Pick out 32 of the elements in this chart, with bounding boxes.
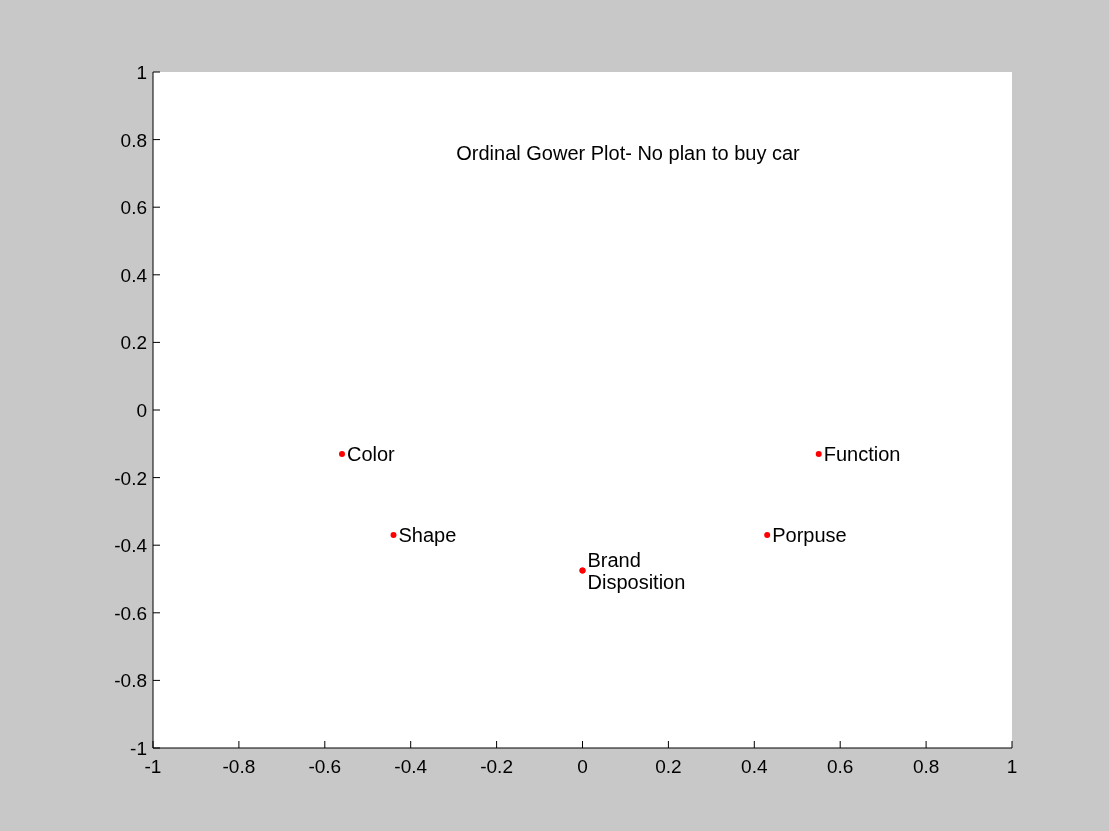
y-tick-label: 0.6 — [120, 197, 147, 219]
y-tick-label: -0.8 — [114, 670, 147, 692]
annotation: Disposition — [587, 570, 686, 593]
y-tick-label: -1 — [130, 738, 147, 759]
x-tick-label: -0.6 — [308, 756, 342, 777]
x-tick-label: 0.4 — [741, 756, 768, 777]
point — [764, 532, 771, 539]
y-tick-label: 1 — [136, 62, 147, 83]
y-tick-label: -0.4 — [114, 535, 148, 557]
y-tick-label: 0.2 — [120, 332, 147, 354]
annotation: Color — [346, 442, 396, 465]
y-tick-label: 0 — [136, 400, 147, 421]
x-tick-label: 0 — [577, 756, 588, 777]
annotation: Shape — [398, 524, 457, 547]
x-tick-label: -0.8 — [222, 756, 256, 777]
point — [338, 450, 345, 457]
point — [390, 532, 397, 539]
y-tick-label: 0.8 — [120, 129, 147, 151]
x-tick-label: 0.2 — [655, 756, 682, 777]
annotation: Function — [823, 442, 901, 465]
x-tick-label: -0.2 — [480, 756, 513, 777]
x-tick-label: -0.4 — [394, 756, 428, 777]
x-tick-label: 0.6 — [826, 756, 854, 777]
y-tick-label: 0.4 — [120, 264, 148, 286]
y-tick-label: -0.2 — [114, 467, 147, 489]
y-tick-label: -0.6 — [114, 602, 147, 624]
x-tick-label: 1 — [1006, 756, 1018, 777]
annotation: Porpuse — [772, 524, 847, 547]
x-tick-label: 0.8 — [912, 756, 940, 777]
annotation: Brand — [587, 548, 641, 571]
point — [815, 450, 822, 457]
text: Ordinal Gower Plot- No plan to buy car — [456, 142, 801, 164]
